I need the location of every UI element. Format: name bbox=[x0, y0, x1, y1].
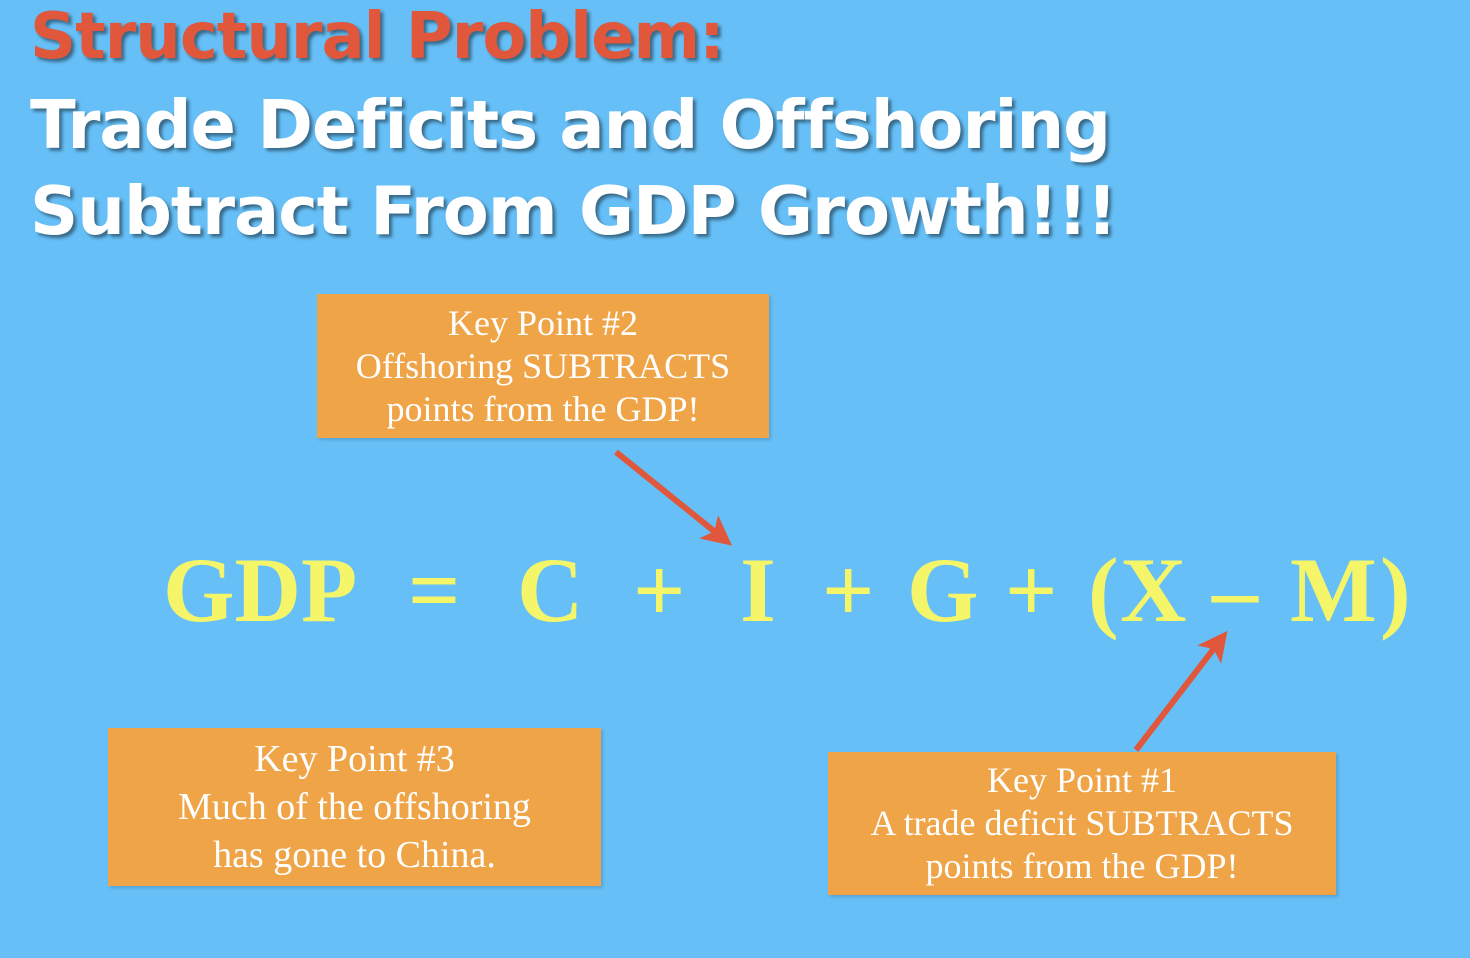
key-point-2-heading: Key Point #2 bbox=[447, 302, 638, 343]
equation-equals: = bbox=[408, 539, 461, 641]
title-structural-problem: Structural Problem: bbox=[30, 0, 725, 74]
key-point-2-box: Key Point #2 Offshoring SUBTRACTS points… bbox=[317, 294, 769, 438]
key-point-3-line2: has gone to China. bbox=[213, 834, 496, 876]
key-point-2-line1: Offshoring SUBTRACTS bbox=[355, 345, 731, 386]
equation-i: I bbox=[740, 539, 776, 641]
equation-c: C bbox=[517, 539, 584, 641]
key-point-3-box: Key Point #3 Much of the offshoring has … bbox=[108, 728, 601, 886]
key-point-1-line2: points from the GDP! bbox=[925, 846, 1239, 886]
key-point-1-box: Key Point #1 A trade deficit SUBTRACTS p… bbox=[828, 752, 1336, 895]
arrow-to-i-icon bbox=[614, 449, 733, 546]
equation-close-paren: ) bbox=[1380, 539, 1411, 641]
equation-plus-2: + bbox=[822, 539, 875, 641]
equation-x: X bbox=[1120, 539, 1187, 641]
gdp-equation: GDP = C + I + G + ( X – M ) bbox=[0, 530, 1470, 650]
equation-open-paren: ( bbox=[1088, 539, 1119, 641]
equation-m: M bbox=[1290, 539, 1377, 641]
equation-plus-3: + bbox=[1005, 539, 1058, 641]
equation-plus-1: + bbox=[633, 539, 686, 641]
key-point-2-line2: points from the GDP! bbox=[386, 388, 700, 429]
title-line-subtract-gdp: Subtract From GDP Growth!!! bbox=[30, 172, 1117, 250]
key-point-3-heading: Key Point #3 bbox=[254, 738, 455, 780]
arrow-to-minus-icon bbox=[1133, 630, 1228, 752]
equation-gdp: GDP bbox=[163, 539, 358, 641]
key-point-1-heading: Key Point #1 bbox=[986, 760, 1177, 800]
equation-minus: – bbox=[1212, 539, 1258, 641]
title-line-trade-deficits: Trade Deficits and Offshoring bbox=[30, 86, 1111, 164]
key-point-1-line1: A trade deficit SUBTRACTS bbox=[870, 803, 1294, 843]
equation-g: G bbox=[907, 539, 979, 641]
key-point-3-line1: Much of the offshoring bbox=[178, 786, 531, 828]
